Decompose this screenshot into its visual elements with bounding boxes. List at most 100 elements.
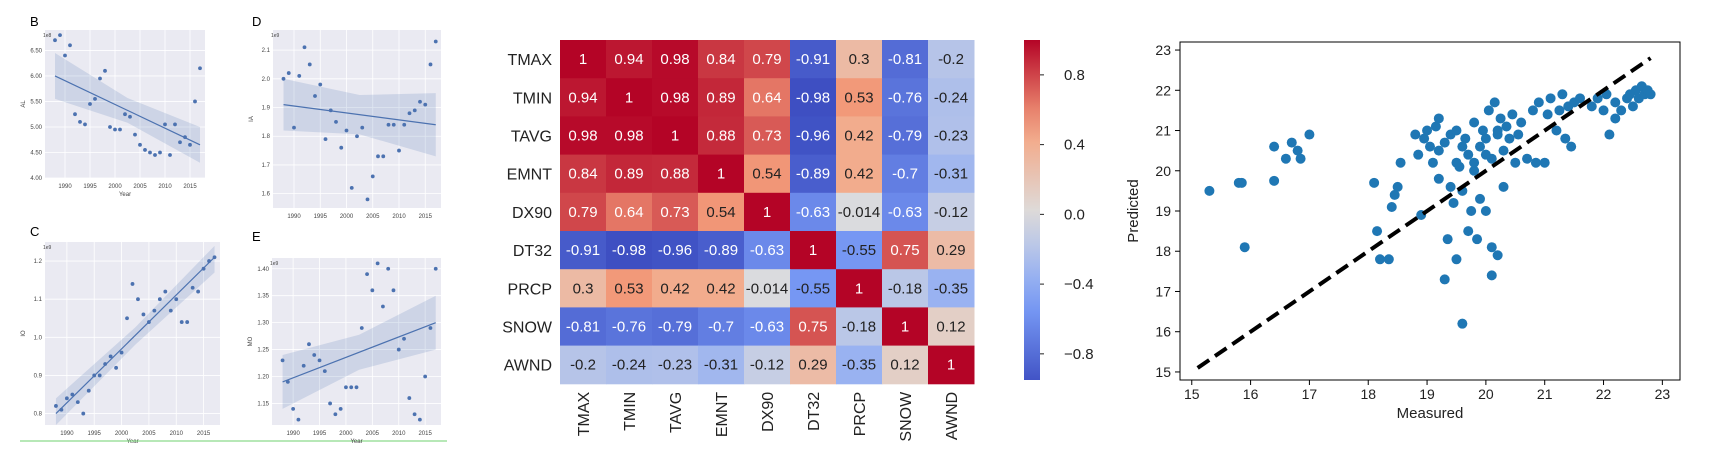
data-point	[349, 186, 354, 190]
x-tick-label: 1995	[313, 431, 327, 437]
axis-scale-label: 1e8	[43, 33, 52, 39]
data-point	[201, 266, 206, 271]
heatmap-cell	[698, 116, 745, 156]
data-point	[365, 197, 370, 202]
data-point	[1280, 153, 1291, 164]
colorbar-tick-label: 0.8	[1064, 67, 1085, 84]
heatmap-value-label: -0.79	[658, 319, 692, 336]
data-point	[1419, 133, 1430, 144]
heatmap-cell	[698, 40, 745, 79]
heatmap-value-label: 1	[947, 357, 955, 374]
data-point	[381, 304, 385, 309]
heatmap-cell	[606, 40, 653, 79]
data-point	[1560, 133, 1571, 144]
data-point	[178, 140, 182, 145]
data-point	[83, 122, 87, 127]
heatmap-value-label: -0.89	[704, 242, 738, 259]
y-tick-label: 6.50	[30, 48, 42, 54]
heatmap-cell	[882, 345, 929, 385]
y-tick-label: 5.50	[30, 99, 42, 105]
y-tick-label: 1.8	[262, 134, 271, 140]
data-point	[1469, 165, 1480, 176]
data-point	[1433, 113, 1444, 124]
row-label: DX90	[512, 205, 552, 222]
y-tick-label: 1.2	[34, 259, 43, 265]
heatmap-cell	[560, 192, 607, 232]
row-label: TMIN	[513, 90, 552, 107]
heatmap-value-label: -0.89	[796, 166, 830, 183]
data-point	[1445, 181, 1456, 192]
data-point	[313, 94, 317, 98]
heatmap-value-label: 0.42	[844, 128, 873, 145]
data-point	[168, 308, 173, 313]
data-point	[1542, 109, 1553, 120]
data-point	[212, 255, 217, 260]
heatmap-value-label: -0.7	[892, 166, 918, 183]
heatmap-value-label: -0.81	[888, 51, 922, 68]
x-tick-label: 22	[1596, 386, 1612, 402]
heatmap-cell	[698, 345, 745, 385]
heatmap-value-label: -0.12	[750, 357, 784, 374]
data-point	[391, 288, 396, 293]
data-point	[1433, 145, 1444, 156]
heatmap-cell	[652, 78, 699, 117]
data-point	[292, 125, 296, 130]
y-tick-label: 0.8	[34, 412, 43, 418]
heatmap-cell	[928, 269, 975, 308]
data-point	[59, 407, 64, 412]
heatmap-value-label: 0.12	[890, 357, 919, 374]
heatmap-value-label: 0.98	[568, 128, 597, 145]
x-tick-label: 2005	[142, 431, 156, 437]
column-label: AWND	[944, 392, 961, 440]
data-point	[417, 417, 422, 422]
y-tick-label: 1.6	[262, 192, 271, 198]
heatmap-cell	[606, 78, 653, 117]
data-point	[68, 43, 72, 48]
data-point	[152, 308, 157, 313]
heatmap-value-label: 0.29	[798, 357, 827, 374]
data-point	[1530, 157, 1541, 168]
data-point	[423, 374, 428, 379]
heatmap-value-label: -0.23	[934, 128, 968, 145]
heatmap-value-label: 1	[625, 89, 633, 106]
heatmap-value-label: -0.98	[612, 242, 646, 259]
data-point	[1469, 157, 1480, 168]
heatmap-value-label: 0.3	[849, 51, 870, 68]
row-label: AWND	[504, 358, 552, 375]
data-point	[1610, 113, 1621, 124]
panel-letter: B	[30, 14, 39, 29]
column-label: PRCP	[852, 392, 869, 436]
heatmap-cell	[652, 192, 699, 232]
y-tick-label: 21	[1155, 123, 1171, 139]
data-point	[1410, 129, 1421, 140]
data-point	[78, 119, 82, 124]
data-point	[70, 392, 75, 397]
x-axis-label: Year	[350, 439, 362, 445]
data-point	[130, 282, 135, 286]
heatmap-value-label: -0.63	[750, 242, 784, 259]
data-point	[1480, 133, 1491, 144]
data-point	[1422, 125, 1433, 136]
heatmap-value-label: -0.24	[612, 357, 646, 374]
data-point	[1448, 197, 1459, 208]
heatmap-value-label: -0.91	[796, 51, 830, 68]
confidence-band	[283, 78, 436, 157]
data-point	[428, 62, 433, 67]
heatmap-value-label: -0.55	[796, 280, 830, 297]
column-label: TMAX	[576, 391, 593, 436]
data-point	[1472, 234, 1483, 245]
panel-letter: C	[30, 224, 39, 239]
heatmap-value-label: 0.73	[660, 204, 689, 221]
data-point	[1386, 201, 1397, 212]
data-point	[1554, 105, 1565, 116]
data-point	[86, 388, 91, 393]
heatmap-cell	[744, 231, 791, 270]
regression-line	[282, 322, 436, 383]
heatmap-cell	[560, 231, 607, 270]
data-point	[1586, 101, 1597, 112]
data-point	[1383, 254, 1394, 265]
data-point	[344, 385, 348, 390]
data-point	[1551, 125, 1562, 136]
y-axis-label: MO	[248, 336, 254, 346]
